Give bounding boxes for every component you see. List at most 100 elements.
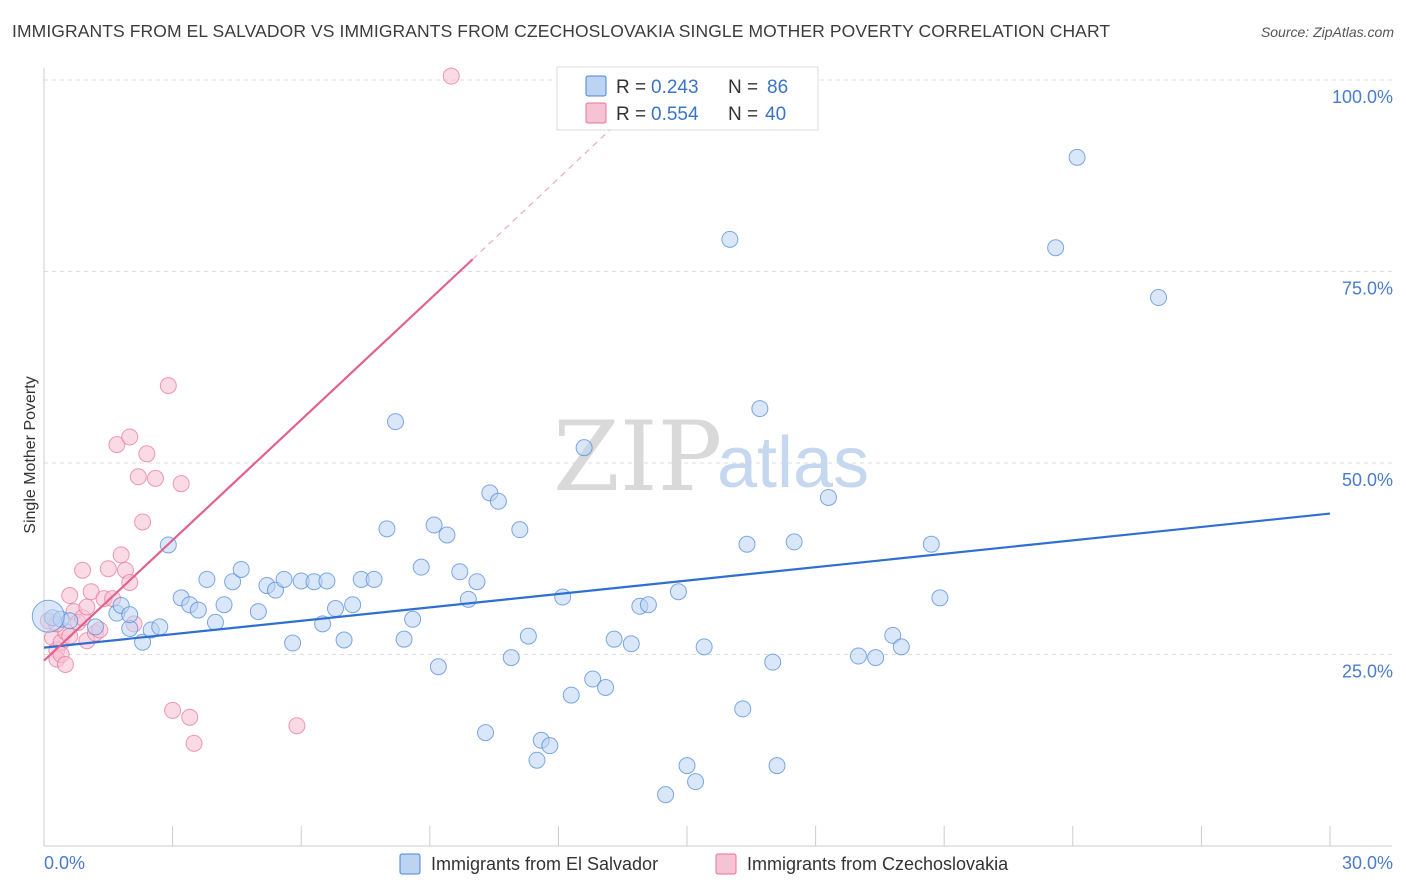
legend-n-value-1: 86 [767,77,788,98]
point-el-salvador-66 [687,773,705,791]
trend-line-czechoslovakia [43,258,474,662]
point-el-salvador-3 [86,618,104,636]
point-el-salvador-68 [721,230,739,248]
point-el-salvador-18 [224,573,242,591]
watermark-atlas: atlas [717,423,869,503]
point-czechoslovakia-25 [121,428,139,446]
point-czechoslovakia-29 [134,513,152,531]
point-el-salvador-49 [511,521,529,539]
point-el-salvador-67 [695,638,713,656]
trend-lines [43,125,1331,662]
point-el-salvador-48 [502,649,520,667]
point-el-salvador-30 [335,631,353,649]
point-el-salvador-82 [1047,239,1065,257]
stats-legend: R = 0.243 N = 86 R = 0.554 N = 40 [556,66,819,131]
point-czechoslovakia-35 [181,708,199,726]
point-el-salvador-59 [605,630,623,648]
point-el-salvador-55 [562,686,580,704]
chart-title: IMMIGRANTS FROM EL SALVADOR VS IMMIGRANT… [12,21,1111,41]
point-czechoslovakia-13 [74,561,92,579]
point-el-salvador-77 [867,649,885,667]
y-tick-label-0: 25.0% [1342,662,1393,682]
legend-swatch-czechoslovakia [585,102,607,124]
legend-swatch-el-salvador [585,75,607,97]
point-el-salvador-41 [438,526,456,544]
point-el-salvador-65 [678,757,696,775]
y-axis-label: Single Mother Poverty [22,376,39,533]
point-czechoslovakia-20 [99,560,117,578]
point-el-salvador-16 [206,613,224,631]
point-el-salvador-47 [489,492,507,510]
legend-r-label-2: R = [616,104,646,125]
point-el-salvador-31 [344,596,362,614]
axes [43,68,1392,847]
point-czechoslovakia-22 [108,436,126,454]
x-tick-label-min: 0.0% [44,853,85,873]
y-tick-labels: 25.0% 50.0% 75.0% 100.0% [1332,87,1393,682]
point-el-salvador-85 [31,599,65,633]
point-el-salvador-20 [249,603,267,621]
point-czechoslovakia-26 [121,573,139,591]
point-czechoslovakia-9 [61,587,79,605]
trend-line-el-salvador [43,512,1331,649]
point-el-salvador-37 [404,610,422,628]
point-el-salvador-50 [519,627,537,645]
point-el-salvador-64 [669,583,687,601]
source-label: Source: ZipAtlas.com [1260,24,1394,40]
legend-r-value-2: 0.554 [651,104,699,125]
point-el-salvador-51 [528,751,546,769]
grid-lines [44,79,1392,655]
bottom-legend-label-el-salvador: Immigrants from El Salvador [431,854,658,874]
point-czechoslovakia-28 [129,468,147,486]
point-el-salvador-24 [284,634,302,652]
point-el-salvador-54 [554,588,572,606]
point-el-salvador-80 [922,535,940,553]
watermark-zip: ZIP [553,401,722,513]
point-el-salvador-73 [768,757,786,775]
y-tick-label-2: 75.0% [1342,279,1393,299]
legend-r-value-1: 0.243 [651,77,699,98]
point-el-salvador-60 [622,635,640,653]
point-el-salvador-19 [232,560,250,578]
point-el-salvador-81 [931,589,949,607]
point-el-salvador-14 [189,601,207,619]
point-el-salvador-84 [1150,289,1168,307]
point-el-salvador-62 [639,596,657,614]
point-el-salvador-58 [597,678,615,696]
point-el-salvador-29 [326,600,344,618]
point-czechoslovakia-14 [78,598,96,616]
point-el-salvador-34 [378,520,396,538]
point-el-salvador-42 [451,563,469,581]
point-el-salvador-45 [477,724,495,742]
legend-n-label-1: N = [728,77,758,98]
point-el-salvador-38 [412,558,430,576]
point-czechoslovakia-37 [288,717,306,735]
point-el-salvador-83 [1068,148,1086,166]
point-el-salvador-44 [468,573,486,591]
point-czechoslovakia-33 [164,701,182,719]
series-czechoslovakia-points [39,67,460,752]
point-el-salvador-53 [541,737,559,755]
point-el-salvador-74 [785,533,803,551]
legend-n-value-2: 40 [765,104,786,125]
point-el-salvador-40 [429,658,447,676]
legend-n-label-2: N = [728,104,758,125]
point-el-salvador-17 [215,596,233,614]
watermark: ZIP atlas [553,401,869,513]
point-czechoslovakia-31 [146,469,164,487]
legend-r-label-1: R = [616,77,646,98]
point-el-salvador-36 [395,630,413,648]
point-el-salvador-23 [275,570,293,588]
point-czechoslovakia-36 [185,734,203,752]
point-el-salvador-79 [892,638,910,656]
point-el-salvador-57 [584,670,602,688]
series-legend: Immigrants from El Salvador Immigrants f… [399,853,1009,875]
point-el-salvador-70 [738,535,756,553]
bottom-legend-swatch-el-salvador [399,853,421,875]
point-el-salvador-56 [575,439,593,457]
point-el-salvador-33 [365,570,383,588]
trend-line-czechoslovakia-extension [472,125,615,260]
point-el-salvador-71 [751,400,769,418]
bottom-legend-label-czechoslovakia: Immigrants from Czechoslovakia [747,854,1009,874]
